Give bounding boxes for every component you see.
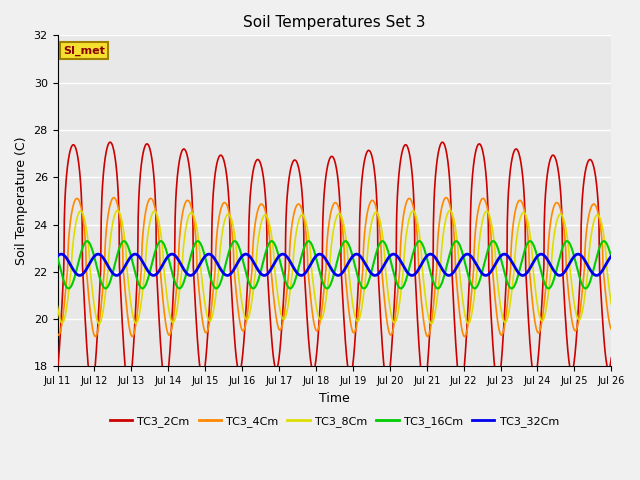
Title: Soil Temperatures Set 3: Soil Temperatures Set 3: [243, 15, 426, 30]
Y-axis label: Soil Temperature (C): Soil Temperature (C): [15, 137, 28, 265]
Text: SI_met: SI_met: [63, 45, 105, 56]
X-axis label: Time: Time: [319, 392, 350, 405]
Legend: TC3_2Cm, TC3_4Cm, TC3_8Cm, TC3_16Cm, TC3_32Cm: TC3_2Cm, TC3_4Cm, TC3_8Cm, TC3_16Cm, TC3…: [105, 412, 564, 432]
